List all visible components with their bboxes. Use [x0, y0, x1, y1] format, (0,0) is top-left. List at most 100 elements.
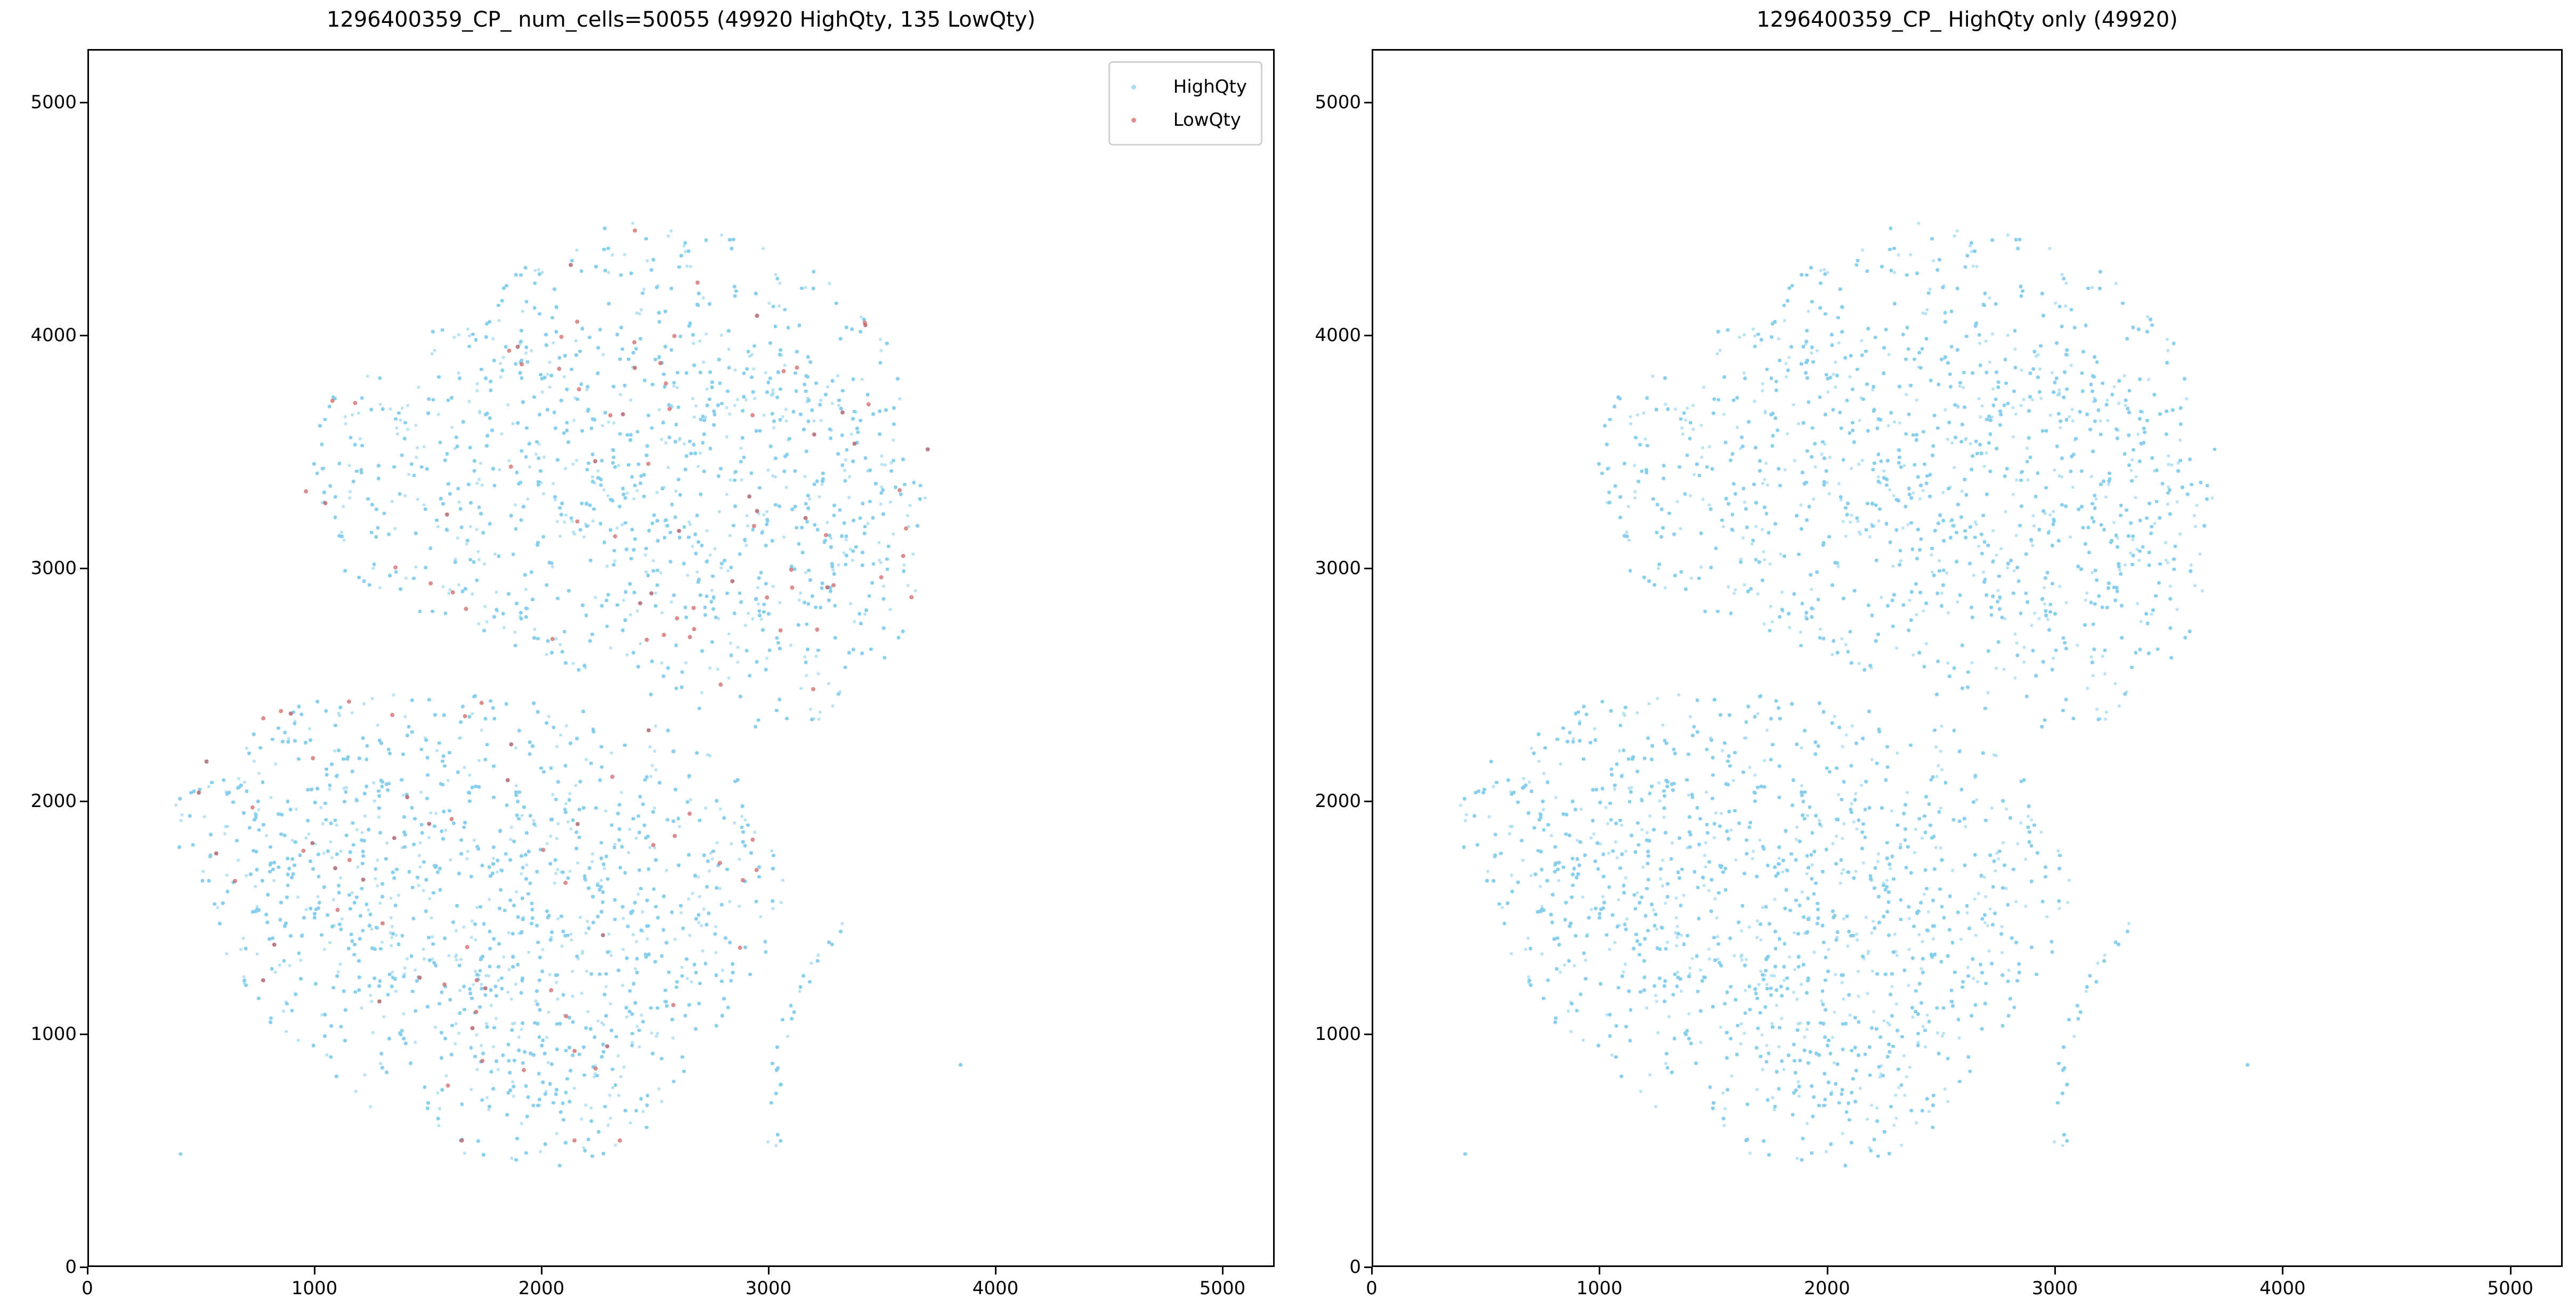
- lowqty-point: [390, 713, 395, 717]
- lowqty-point: [815, 627, 820, 632]
- lowqty-point: [909, 595, 914, 600]
- lowqty-point: [638, 601, 643, 606]
- lowqty-point: [575, 519, 580, 524]
- x-tick-mark: [87, 1267, 88, 1274]
- x-tick-mark: [541, 1267, 542, 1274]
- y-tick-label: 2000: [30, 790, 77, 812]
- lowqty-point: [831, 583, 836, 587]
- lowqty-point: [608, 413, 613, 418]
- lowqty-point: [852, 441, 857, 446]
- lowqty-point: [646, 728, 651, 733]
- x-tick-label: 1000: [1576, 1278, 1623, 1299]
- legend-label: LowQty: [1173, 109, 1241, 131]
- chart-title: 1296400359_CP_ num_cells=50055 (49920 Hi…: [326, 7, 1036, 32]
- y-tick-label: 5000: [30, 92, 77, 114]
- lowqty-point: [618, 1138, 622, 1143]
- lowqty-point: [557, 366, 562, 371]
- lowqty-point: [520, 362, 524, 367]
- lowqty-point: [515, 344, 520, 349]
- lowqty-point: [661, 633, 666, 638]
- lowqty-point: [449, 817, 454, 821]
- lowqty-point: [925, 447, 930, 451]
- y-tick-mark: [1364, 801, 1372, 803]
- lowqty-point: [601, 933, 605, 938]
- lowqty-point: [310, 841, 315, 845]
- lowqty-point: [620, 412, 625, 417]
- x-tick-mark: [1371, 1267, 1373, 1274]
- lowqty-point: [330, 398, 335, 403]
- lowqty-point: [550, 636, 555, 641]
- lowqty-point: [428, 581, 433, 586]
- lowqty-point: [563, 881, 568, 885]
- y-tick-mark: [80, 335, 87, 337]
- lowqty-point: [483, 986, 488, 991]
- y-tick-label: 1000: [1315, 1023, 1361, 1045]
- lowqty-point: [507, 349, 512, 353]
- x-tick-label: 2000: [518, 1278, 565, 1299]
- lowqty-point: [464, 607, 468, 611]
- lowqty-point: [304, 489, 309, 494]
- y-tick-label: 2000: [1315, 790, 1361, 812]
- lowqty-point: [474, 978, 479, 983]
- lowqty-point: [677, 528, 682, 533]
- lowqty-point: [575, 821, 580, 826]
- lowqty-point: [197, 790, 201, 795]
- lowqty-point: [904, 526, 909, 531]
- lowqty-point: [718, 682, 723, 687]
- lowqty-point: [730, 579, 735, 584]
- lowqty-point: [825, 585, 830, 590]
- lowqty-point: [541, 848, 546, 852]
- x-tick-label: 5000: [1199, 1278, 1246, 1299]
- lowqty-point: [632, 340, 637, 345]
- x-tick-mark: [1826, 1267, 1828, 1274]
- lowqty-point: [691, 606, 696, 610]
- lowqty-point: [347, 858, 352, 862]
- lowqty-point: [863, 322, 868, 327]
- lowqty-point: [717, 861, 722, 866]
- lowqty-point: [593, 459, 597, 464]
- lowqty-point: [575, 319, 580, 324]
- lowqty-point: [353, 401, 358, 406]
- lowqty-point: [672, 334, 677, 338]
- lowqty-point: [740, 878, 745, 883]
- lowqty-point: [781, 369, 786, 374]
- chart-title: 1296400359_CP_ HighQty only (49920): [1756, 7, 2178, 32]
- x-tick-label: 0: [82, 1278, 93, 1299]
- highqty-points: [89, 51, 1276, 1269]
- y-tick-mark: [80, 801, 87, 803]
- lowqty-marker-icon: [1131, 117, 1136, 123]
- x-tick-mark: [768, 1267, 769, 1274]
- lowqty-point: [755, 313, 759, 318]
- x-tick-mark: [2509, 1267, 2512, 1274]
- lowqty-point: [463, 714, 467, 719]
- lowqty-point: [417, 975, 422, 980]
- lowqty-point: [572, 1048, 577, 1053]
- highqty-points: [1373, 51, 2564, 1269]
- y-tick-mark: [80, 568, 87, 570]
- lowqty-point: [261, 716, 266, 721]
- lowqty-point: [572, 1138, 577, 1143]
- lowqty-point: [444, 512, 449, 517]
- y-tick-mark: [1364, 1034, 1372, 1036]
- lowqty-point: [879, 575, 884, 580]
- lowqty-point: [569, 263, 573, 268]
- lowqty-point: [474, 1010, 479, 1014]
- lowqty-point: [840, 410, 845, 415]
- lowqty-point: [204, 759, 209, 764]
- x-tick-mark: [1599, 1267, 1601, 1274]
- lowqty-point: [667, 407, 672, 412]
- lowqty-point: [559, 334, 564, 339]
- lowqty-point: [465, 945, 469, 949]
- x-tick-mark: [314, 1267, 315, 1274]
- lowqty-point: [442, 982, 447, 987]
- y-tick-label: 3000: [1315, 558, 1361, 579]
- x-tick-label: 5000: [2487, 1278, 2533, 1299]
- legend: HighQty LowQty: [1108, 61, 1262, 146]
- lowqty-point: [333, 866, 338, 870]
- lowqty-point: [765, 595, 769, 600]
- y-tick-label: 4000: [30, 325, 77, 346]
- lowqty-point: [644, 638, 649, 642]
- lowqty-point: [755, 509, 759, 513]
- lowqty-point: [790, 585, 795, 590]
- lowqty-point: [361, 877, 366, 882]
